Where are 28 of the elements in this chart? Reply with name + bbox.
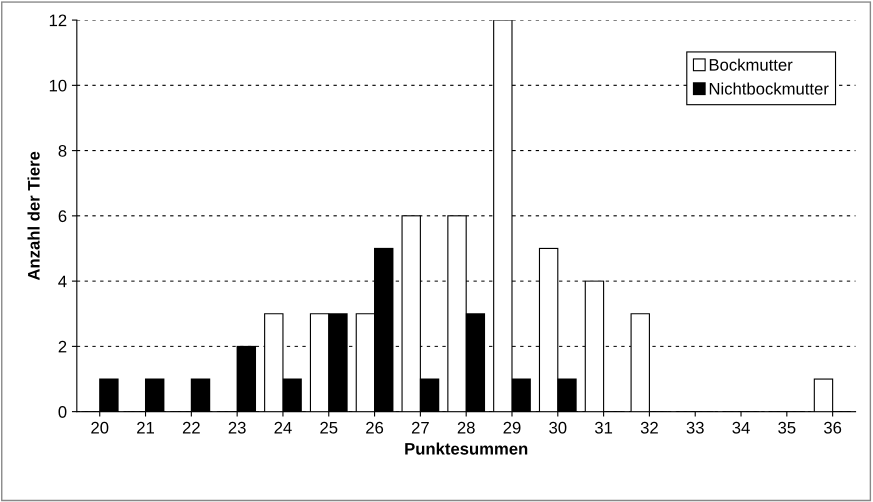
legend-label: Bockmutter (710, 58, 792, 71)
y-tick-label: 2 (58, 340, 66, 352)
x-tick-label: 22 (182, 422, 200, 434)
y-tick-label: 4 (58, 276, 67, 288)
x-tick-label: 23 (228, 422, 246, 434)
y-tick-label: 6 (58, 210, 66, 222)
x-tick-label: 20 (91, 422, 108, 434)
y-tick-label: 8 (58, 145, 66, 157)
x-tick-label: 24 (274, 422, 292, 434)
x-tick-label: 27 (412, 422, 429, 434)
x-tick-label: 31 (594, 422, 612, 434)
y-tick-label: 12 (50, 14, 66, 26)
x-tick-label: 30 (549, 422, 566, 434)
x-tick-label: 26 (366, 422, 384, 434)
y-axis-title: Anzahl der Tiere (27, 152, 40, 280)
x-tick-label: 35 (778, 422, 796, 434)
x-tick-label: 32 (640, 422, 658, 434)
x-tick-label: 29 (504, 422, 520, 434)
x-axis-title: Punktesummen (405, 442, 528, 455)
x-tick-label: 28 (458, 422, 475, 434)
x-tick-label: 21 (137, 422, 154, 434)
y-tick-label: 0 (58, 406, 66, 418)
x-tick-label: 36 (824, 422, 842, 434)
legend-label: Nichtbockmutter (710, 82, 829, 95)
y-tick-label: 10 (50, 80, 66, 92)
x-tick-label: 34 (732, 422, 750, 434)
x-tick-label: 33 (686, 422, 704, 434)
x-tick-label: 25 (320, 422, 338, 434)
